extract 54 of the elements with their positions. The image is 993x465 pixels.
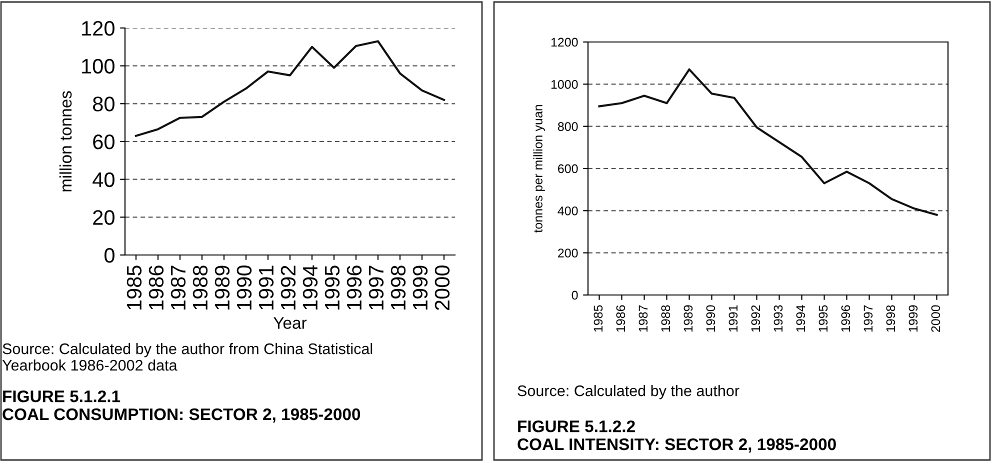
y-tick-label: 100 <box>82 58 114 74</box>
y-tick-label: 0 <box>104 248 114 263</box>
x-axis-title: Year <box>274 317 307 329</box>
y-tick-label: 80 <box>93 96 114 112</box>
source-note: Source: Calculated by the author <box>518 385 740 400</box>
x-tick-label: 2000 <box>931 305 940 332</box>
line-series <box>134 40 446 137</box>
x-tick-label: 1985 <box>594 305 603 332</box>
x-tick-label: 1989 <box>214 266 230 310</box>
x-tick-label: 1999 <box>412 266 428 310</box>
y-tick-label: 0 <box>572 290 578 300</box>
x-tick-label: 1997 <box>368 266 384 310</box>
x-tick-label: 1994 <box>302 265 318 310</box>
x-tick-label: 2000 <box>434 266 450 310</box>
x-tick-label: 1996 <box>346 266 362 310</box>
y-tick-label: 60 <box>93 134 114 150</box>
x-tick-label: 1988 <box>661 305 670 332</box>
y-tick-label: 20 <box>93 210 114 225</box>
x-tick-label: 1998 <box>886 305 896 332</box>
y-tick-label: 120 <box>82 21 114 36</box>
x-tick-label: 1988 <box>192 266 208 310</box>
x-tick-label: 1987 <box>170 266 186 310</box>
y-axis-title: tonnes per million yuan <box>533 105 545 233</box>
x-tick-label: 1989 <box>684 305 693 332</box>
x-tick-label: 1996 <box>841 305 850 332</box>
x-tick-label: 1994 <box>796 305 806 332</box>
source-note: Source: Calculated by the author from China Statistical Yearbook 1986-2002 data <box>2 343 372 371</box>
x-tick-label: 1985 <box>126 266 142 310</box>
x-tick-label: 1990 <box>706 305 716 332</box>
y-tick-label: 40 <box>92 172 114 188</box>
y-tick-label: 200 <box>558 248 578 258</box>
x-tick-label: 1998 <box>390 266 406 310</box>
x-tick-label: 1990 <box>236 266 252 310</box>
x-tick-label: 1992 <box>751 305 760 332</box>
x-tick-label: 1995 <box>324 266 340 310</box>
text: FIGURE 5.1.2.1 COAL CONSUMPTION: SECTOR 2, 1985-2000 <box>2 390 360 423</box>
y-axis-title: million tonnes <box>59 91 72 192</box>
y-tick-label: 800 <box>558 122 578 131</box>
y-tick-label: 600 <box>558 164 578 174</box>
x-tick-label: 1997 <box>864 305 873 332</box>
x-tick-label: 1991 <box>258 266 274 310</box>
y-tick-label: 1200 <box>551 38 578 47</box>
y-tick-label: 1000 <box>551 80 578 89</box>
x-tick-label: 1991 <box>728 305 738 332</box>
text: FIGURE 5.1.2.2 COAL INTENSITY: SECTOR 2, 1985-2000 <box>518 420 836 453</box>
x-tick-label: 1986 <box>148 266 164 310</box>
x-tick-label: 1993 <box>774 305 783 332</box>
x-tick-label: 1999 <box>908 305 918 332</box>
x-tick-label: 1995 <box>818 305 828 332</box>
y-tick-label: 400 <box>558 206 578 216</box>
x-tick-label: 1987 <box>638 305 648 332</box>
line-series <box>598 68 938 216</box>
x-tick-label: 1986 <box>616 305 626 332</box>
x-tick-label: 1992 <box>280 266 296 310</box>
